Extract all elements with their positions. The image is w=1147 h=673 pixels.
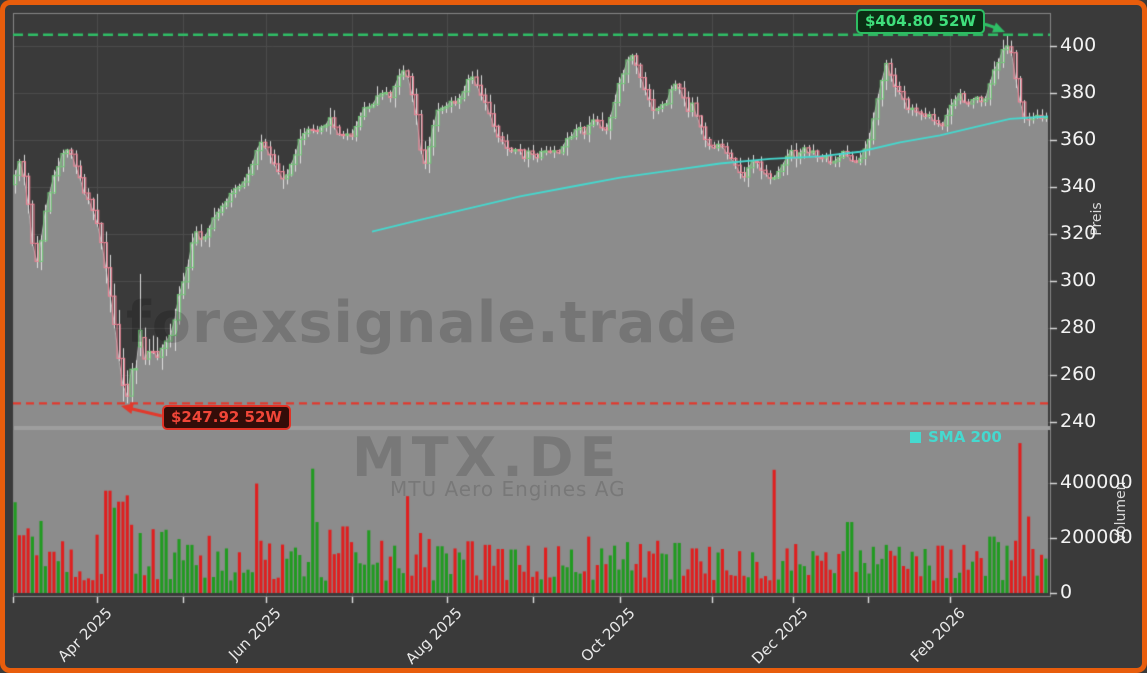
price-volume-chart [0,0,1147,673]
chart-window: forexsignale.trade MTX.DE MTU Aero Engin… [0,0,1147,673]
